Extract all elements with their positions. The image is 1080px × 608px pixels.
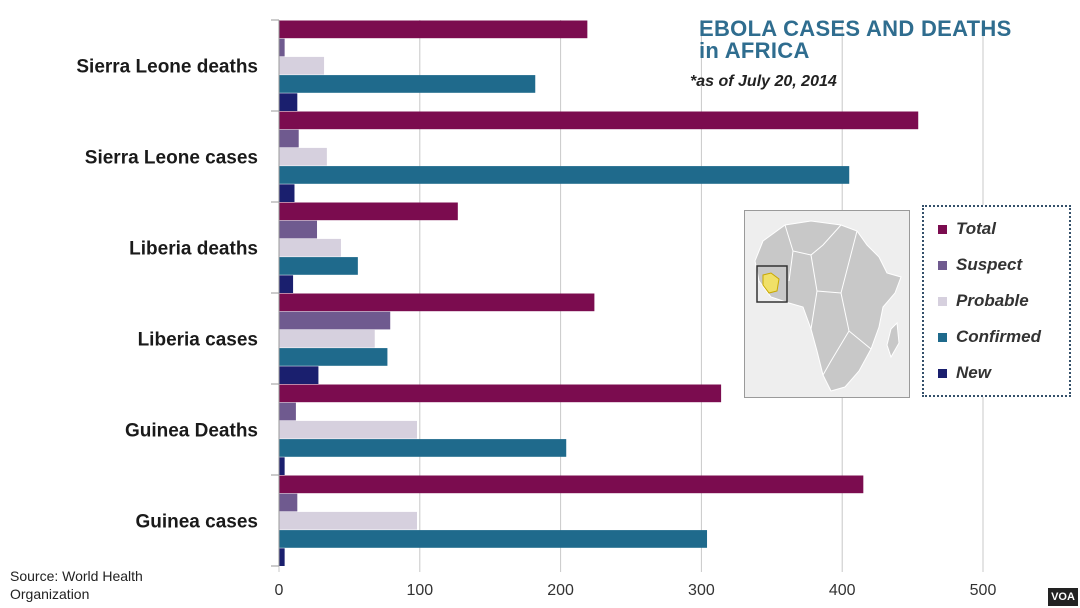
- bar-total-5: [279, 475, 864, 494]
- legend-swatch-total: [938, 224, 947, 234]
- legend-swatch-suspect: [938, 260, 947, 270]
- source-note: Source: World Health Organization: [10, 567, 143, 603]
- bar-probable-2: [279, 238, 341, 257]
- bar-confirmed-2: [279, 257, 358, 275]
- bar-confirmed-0: [279, 75, 536, 93]
- bar-suspect-1: [279, 129, 299, 148]
- africa-map-inset: [744, 210, 910, 398]
- category-label-2: Liberia deaths: [129, 239, 258, 260]
- bar-suspect-0: [279, 38, 285, 57]
- category-label-4: Guinea Deaths: [125, 421, 258, 442]
- chart-subtitle: *as of July 20, 2014: [690, 73, 837, 90]
- chart-title-line1: EBOLA CASES AND DEATHS: [699, 16, 1012, 41]
- legend-label-suspect: Suspect: [956, 255, 1023, 274]
- bar-new-3: [279, 366, 319, 384]
- bar-confirmed-4: [279, 439, 567, 457]
- source-line2: Organization: [10, 586, 90, 602]
- bar-suspect-3: [279, 311, 391, 330]
- bar-probable-5: [279, 511, 417, 530]
- voa-watermark: VOA: [1048, 588, 1078, 606]
- bar-total-3: [279, 293, 595, 312]
- x-tick-label-4: 400: [829, 582, 856, 599]
- x-tick-label-2: 200: [547, 582, 574, 599]
- legend-swatch-probable: [938, 296, 947, 306]
- bar-probable-0: [279, 56, 325, 75]
- bar-confirmed-5: [279, 530, 708, 548]
- legend-item-new: New: [938, 363, 991, 383]
- category-label-0: Sierra Leone deaths: [76, 57, 258, 78]
- category-label-3: Liberia cases: [138, 330, 258, 351]
- legend-item-suspect: Suspect: [938, 255, 1022, 275]
- bar-probable-4: [279, 420, 417, 439]
- category-label-1: Sierra Leone cases: [85, 148, 258, 169]
- chart-title-line2: in AFRICA: [699, 38, 810, 63]
- bar-total-1: [279, 111, 919, 130]
- bar-total-2: [279, 202, 458, 221]
- bar-suspect-4: [279, 402, 296, 421]
- chart-title: EBOLA CASES AND DEATHS in AFRICA: [699, 18, 1012, 62]
- bar-new-1: [279, 184, 295, 202]
- legend-label-confirmed: Confirmed: [956, 327, 1041, 346]
- africa-map-icon: [745, 211, 909, 397]
- bar-probable-1: [279, 147, 327, 166]
- bar-total-4: [279, 384, 722, 403]
- bar-new-2: [279, 275, 294, 293]
- category-label-5: Guinea cases: [135, 512, 258, 533]
- x-tick-label-0: 0: [275, 582, 284, 599]
- legend-swatch-confirmed: [938, 332, 947, 342]
- legend-label-new: New: [956, 363, 991, 382]
- legend-label-probable: Probable: [956, 291, 1029, 310]
- bar-suspect-2: [279, 220, 318, 239]
- bar-new-0: [279, 93, 298, 111]
- x-tick-label-1: 100: [406, 582, 433, 599]
- legend-item-total: Total: [938, 219, 996, 239]
- bar-suspect-5: [279, 493, 298, 512]
- bar-new-4: [279, 457, 285, 475]
- bar-total-0: [279, 20, 588, 39]
- legend-item-confirmed: Confirmed: [938, 327, 1041, 347]
- source-line1: Source: World Health: [10, 568, 143, 584]
- legend-swatch-new: [938, 368, 947, 378]
- x-tick-label-3: 300: [688, 582, 715, 599]
- bar-new-5: [279, 548, 285, 566]
- legend-item-probable: Probable: [938, 291, 1029, 311]
- bar-confirmed-3: [279, 348, 388, 366]
- bar-confirmed-1: [279, 166, 850, 184]
- bar-probable-3: [279, 329, 375, 348]
- x-tick-label-5: 500: [970, 582, 997, 599]
- legend-label-total: Total: [956, 219, 996, 238]
- chart-legend: Total Suspect Probable Confirmed New: [922, 205, 1071, 397]
